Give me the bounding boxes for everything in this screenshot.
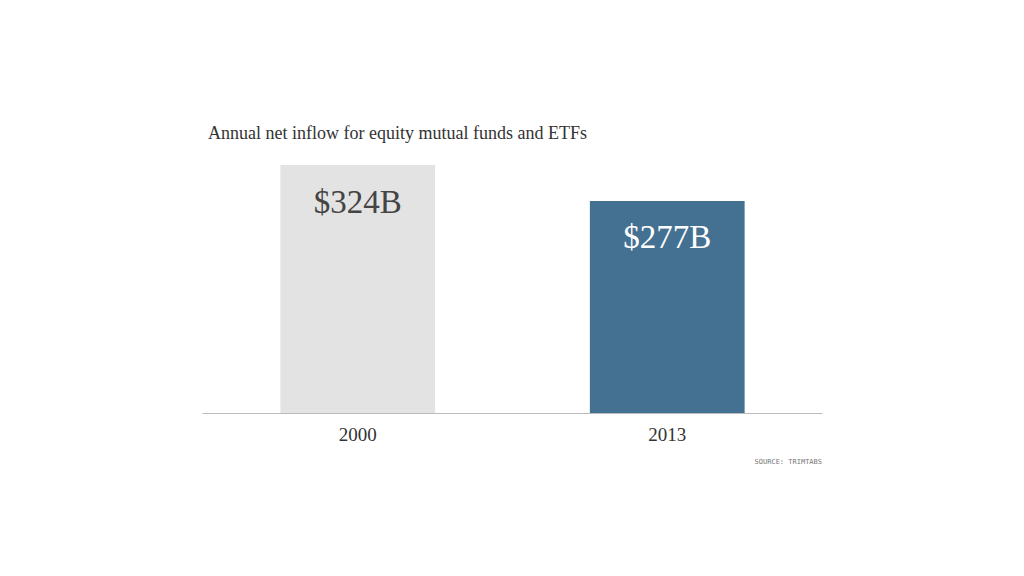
svg-text:$324B: $324B — [314, 184, 402, 220]
svg-text:2000: 2000 — [339, 424, 377, 445]
svg-text:2013: 2013 — [648, 424, 686, 445]
svg-text:SOURCE: TRIMTABS: SOURCE: TRIMTABS — [755, 458, 822, 466]
svg-text:Annual net inflow for equity m: Annual net inflow for equity mutual fund… — [208, 123, 587, 143]
svg-text:$277B: $277B — [623, 219, 711, 255]
